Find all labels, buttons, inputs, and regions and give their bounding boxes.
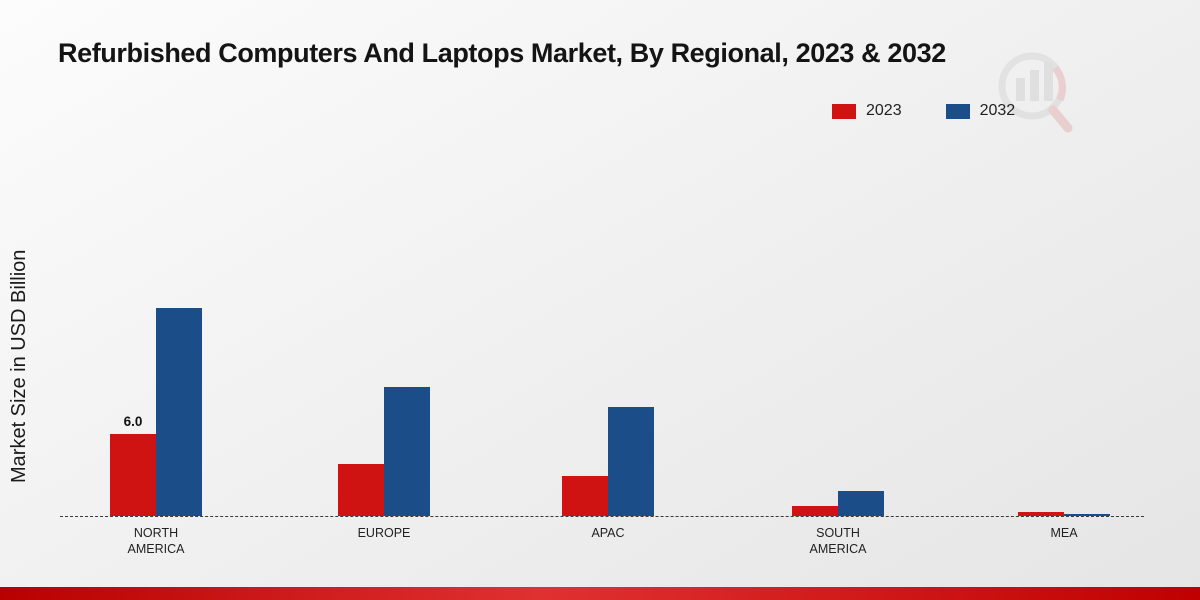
- bar-value-label: 6.0: [123, 413, 143, 429]
- bar-2023-mea: [1018, 511, 1064, 516]
- legend-label-2032: 2032: [979, 102, 1016, 119]
- bar-2023-apac: [562, 476, 608, 516]
- legend-item-2023: 2023: [832, 102, 902, 120]
- x-axis-line: [60, 516, 1144, 517]
- legend-swatch-2032: [945, 103, 970, 119]
- legend-swatch-2023: [832, 103, 856, 119]
- watermark-logo-icon: [998, 52, 1073, 133]
- legend-label-2023: 2023: [866, 102, 902, 119]
- bar-2032-north-america: [156, 307, 202, 516]
- bar-2032-europe: [384, 387, 430, 516]
- category-label-europe: EUROPE: [357, 526, 411, 540]
- category-label-north-america: NORTH AMERICA: [127, 526, 185, 557]
- bar-2032-mea: [1064, 513, 1110, 516]
- watermark-logo: [980, 48, 1080, 143]
- bar-2032-apac: [608, 406, 654, 516]
- legend-item-2032: 2032: [945, 102, 1016, 120]
- category-label-south-america: SOUTH AMERICA: [809, 526, 867, 557]
- bar-2023-north-america: [110, 433, 156, 516]
- chart-title: Refurbished Computers And Laptops Market…: [58, 38, 946, 68]
- legend: 2023 2032: [832, 102, 1015, 120]
- category-label-apac: APAC: [591, 526, 625, 540]
- bar-2023-europe: [338, 463, 384, 516]
- footer-accent-bar: [0, 587, 1200, 600]
- bar-2032-south-america: [838, 491, 884, 516]
- bar-2023-south-america: [792, 506, 838, 516]
- category-label-mea: MEA: [1050, 526, 1078, 540]
